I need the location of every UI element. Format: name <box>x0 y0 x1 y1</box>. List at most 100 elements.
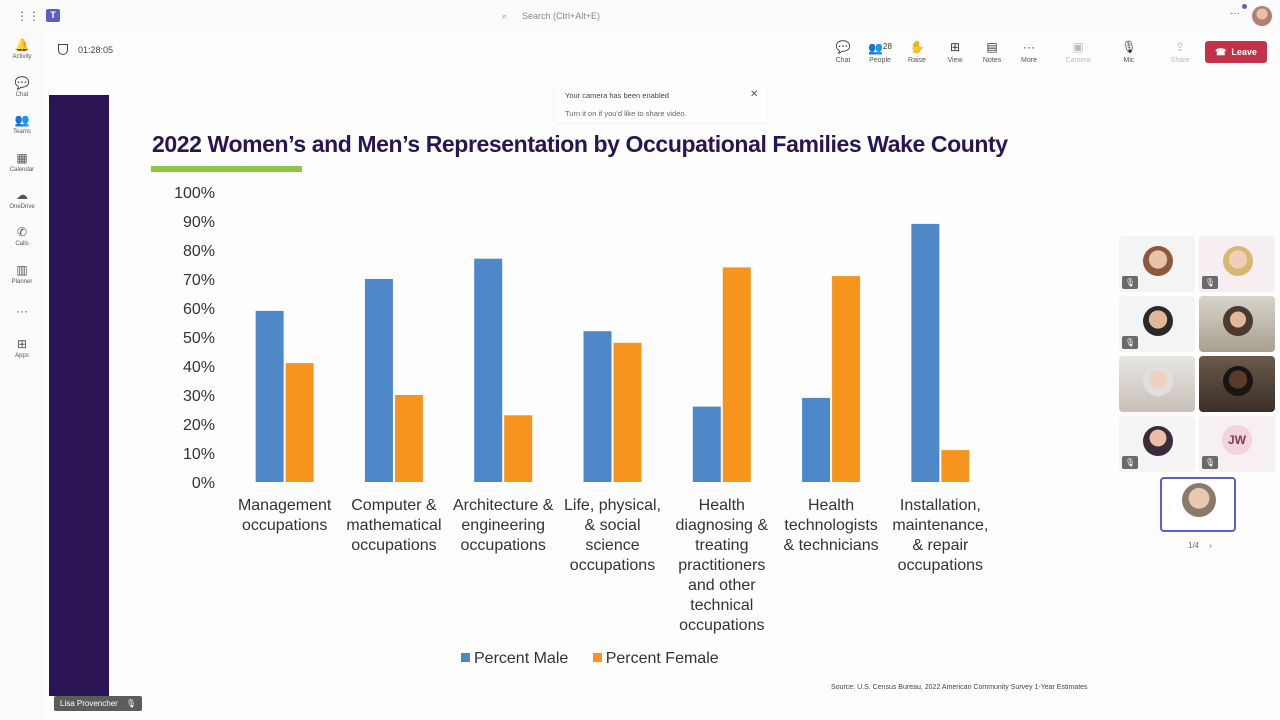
rail-item-label: Chat <box>15 92 29 98</box>
participant-video <box>1223 306 1253 336</box>
more-button[interactable]: ··· More <box>1011 40 1047 66</box>
y-tick-label: 0% <box>192 475 215 492</box>
rail-item-onedrive[interactable]: ☁ OneDrive <box>0 188 44 211</box>
bar-male <box>802 397 831 482</box>
x-tick-label: Life, physical, & social science occupation… <box>564 497 661 574</box>
top-bar: ⋮⋮ T ⌕ Search (Ctrl+Alt+E) ··· <box>0 0 1280 32</box>
share-label: Share <box>1170 57 1190 64</box>
legend-item-male: Percent Male <box>461 650 568 668</box>
teams-logo: T <box>46 9 60 22</box>
legend-label-male: Percent Male <box>474 650 569 667</box>
y-tick-label: 90% <box>183 214 215 231</box>
shield-icon <box>58 44 68 55</box>
leave-label: Leave <box>1231 47 1257 57</box>
participant-video <box>1143 246 1173 276</box>
notes-button[interactable]: ▤ Notes <box>974 40 1010 66</box>
search-icon: ⌕ <box>502 11 508 21</box>
rail-item-teams[interactable]: 👥 Teams <box>0 113 44 136</box>
presenter-name-tag: Lisa Provencher 🎙 <box>54 696 142 711</box>
chart-legend: Percent Male Percent Female <box>461 650 739 668</box>
participant-tile[interactable] <box>1199 296 1275 352</box>
chevron-right-icon[interactable]: › <box>1209 541 1212 550</box>
leave-button[interactable]: ☎ Leave <box>1205 41 1267 63</box>
rail-item-activity[interactable]: 🔔 Activity <box>0 38 44 61</box>
legend-swatch-female <box>592 653 602 662</box>
app-launcher-icon[interactable]: ⋮⋮ <box>16 9 40 23</box>
notes-label: Notes <box>982 57 1002 64</box>
bar-male <box>911 223 940 482</box>
y-tick-label: 70% <box>183 272 215 289</box>
rail-item-label: Calendar <box>9 167 35 173</box>
meeting-timer: 01:28:05 <box>58 44 113 55</box>
y-tick-label: 80% <box>183 243 215 260</box>
rail-item-calendar[interactable]: ▦ Calendar <box>0 151 44 174</box>
planner-icon: ▥ <box>16 263 28 277</box>
search-box[interactable]: ⌕ Search (Ctrl+Alt+E) <box>496 8 796 25</box>
camera-toast: Your camera has been enabled Turn it on … <box>555 84 767 122</box>
participant-pager: 1/4 › <box>1188 541 1212 550</box>
participant-video <box>1143 306 1173 336</box>
notes-icon: ▤ <box>986 40 998 54</box>
rail-item-chat[interactable]: 💬 Chat <box>0 76 44 99</box>
bar-female <box>722 267 751 482</box>
participant-tile[interactable]: 🎙 <box>1119 236 1195 292</box>
bar-female <box>504 415 533 482</box>
pager-label: 1/4 <box>1188 541 1200 550</box>
rail-item-calls[interactable]: ✆ Calls <box>0 225 44 248</box>
rail-item-planner[interactable]: ▥ Planner <box>0 263 44 286</box>
rail-item-label: Activity <box>12 54 32 60</box>
people-icon: 👥 <box>868 41 884 55</box>
chat-icon: 💬 <box>835 40 851 54</box>
participant-tile[interactable]: 🎙 <box>1119 416 1195 472</box>
rail-item-more[interactable]: ··· <box>0 304 44 318</box>
rail-item-apps[interactable]: ⊞ Apps <box>0 337 44 360</box>
legend-label-female: Percent Female <box>605 650 719 667</box>
source-note: Source: U.S. Census Bureau, 2022 America… <box>831 684 1088 691</box>
x-tick-label: Computer & mathematical occupations <box>346 497 441 554</box>
y-tick-label: 20% <box>183 417 215 434</box>
hand-icon: ✋ <box>909 40 925 54</box>
toast-message: Turn it on if you'd like to share video. <box>565 109 687 118</box>
participant-tile[interactable]: 🎙 <box>1199 236 1275 292</box>
self-video-tile[interactable] <box>1160 477 1236 532</box>
people-count: 28 <box>883 42 892 51</box>
more-icon: ··· <box>1023 40 1035 54</box>
x-tick-label: Architecture & engineering occupations <box>453 497 554 554</box>
cloud-icon: ☁ <box>16 188 28 202</box>
rail-item-label: Planner <box>11 279 33 285</box>
raise-label: Raise <box>908 57 926 64</box>
participant-tile-jw[interactable]: JW 🎙 <box>1199 416 1275 472</box>
mic-button[interactable]: 🎙 Mic <box>1111 40 1147 66</box>
mic-muted-icon: 🎙 <box>1202 276 1218 289</box>
raise-hand-button[interactable]: ✋ Raise <box>899 40 935 66</box>
y-tick-label: 50% <box>183 330 215 347</box>
avatar[interactable] <box>1252 6 1272 26</box>
mic-muted-icon: 🎙 <box>1121 40 1137 54</box>
share-button[interactable]: ⇪ Share <box>1162 40 1198 66</box>
mic-icon: 🎙 <box>125 699 136 708</box>
participant-tile[interactable] <box>1119 356 1195 412</box>
bar-female <box>613 342 642 482</box>
more-options-icon[interactable]: ··· <box>1230 8 1240 19</box>
more-icon: ··· <box>16 304 28 318</box>
camera-button[interactable]: ▣ Camera <box>1060 40 1096 66</box>
view-button[interactable]: ⊞ View <box>937 40 973 66</box>
bell-icon: 🔔 <box>14 38 30 52</box>
bar-female <box>832 276 861 482</box>
chat-button[interactable]: 💬 Chat <box>825 40 861 66</box>
slide-accent-bar <box>49 95 109 696</box>
presenter-name: Lisa Provencher <box>60 699 118 708</box>
view-label: View <box>947 57 963 64</box>
more-label: More <box>1021 57 1037 64</box>
close-icon[interactable]: ✕ <box>750 89 759 100</box>
participant-tile[interactable]: 🎙 <box>1119 296 1195 352</box>
legend-item-female: Percent Female <box>592 650 719 668</box>
participant-tile[interactable] <box>1199 356 1275 412</box>
mic-muted-icon: 🎙 <box>1122 336 1138 349</box>
mic-muted-icon: 🎙 <box>1122 276 1138 289</box>
bar-male <box>692 406 721 482</box>
participant-video <box>1143 366 1173 396</box>
people-button[interactable]: 👥28 People <box>862 40 898 66</box>
bar-male <box>474 258 503 482</box>
x-tick-label: Management occupations <box>238 497 332 534</box>
